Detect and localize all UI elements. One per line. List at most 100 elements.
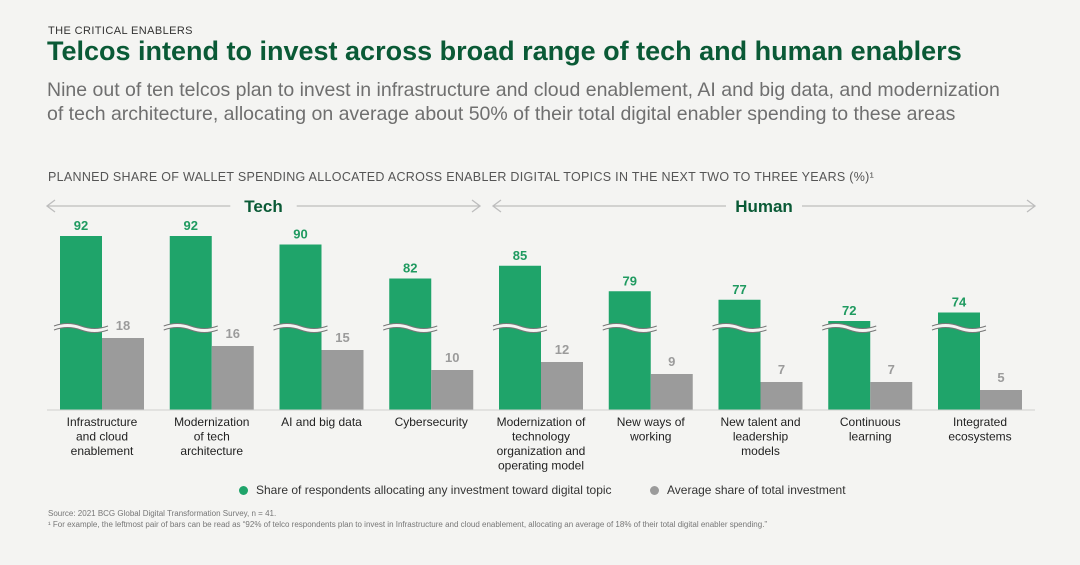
bar-share	[499, 265, 541, 410]
category-label: Cybersecurity	[395, 415, 468, 429]
legend-swatch-gray	[650, 485, 659, 495]
category-label: of tech	[194, 430, 230, 444]
axis-break-line	[273, 323, 328, 329]
category-label: Infrastructure	[67, 415, 138, 429]
bar-share	[608, 291, 651, 410]
data-label-average: 16	[226, 326, 240, 341]
axis-break-line	[383, 327, 438, 333]
group-human-label: Human	[735, 197, 793, 216]
bar-share	[169, 236, 212, 410]
page-subtitle: Nine out of ten telcos plan to invest in…	[47, 79, 1000, 125]
data-label-average: 12	[555, 342, 569, 357]
category-label: Modernization	[174, 415, 249, 429]
axis-break-line	[492, 323, 548, 329]
bar-average	[321, 350, 364, 410]
page-title: Telcos intend to invest across broad ran…	[47, 36, 962, 66]
chart-title: PLANNED SHARE OF WALLET SPENDING ALLOCAT…	[48, 170, 875, 184]
bar-share	[828, 321, 871, 410]
eyebrow: THE CRITICAL ENABLERS	[48, 25, 193, 37]
data-label-share: 79	[623, 273, 637, 288]
data-label-share: 72	[842, 303, 856, 318]
data-label-average: 10	[445, 350, 459, 365]
axis-break-fill	[822, 323, 877, 333]
axis-break-fill	[602, 323, 657, 333]
group-tech-label: Tech	[244, 197, 282, 216]
category-label: models	[741, 444, 780, 458]
axis-break-line	[53, 323, 109, 329]
axis-break-fill	[273, 323, 328, 333]
group-tech-arrow-left	[45, 199, 56, 213]
data-label-share: 85	[513, 248, 527, 263]
bar-average	[102, 338, 144, 410]
category-label: and cloud	[76, 430, 128, 444]
legend-swatch-green	[239, 485, 248, 495]
group-tech-arrow-right	[471, 199, 482, 213]
legend-item-average: Average share of total investment	[650, 483, 846, 497]
axis-break-line	[492, 327, 548, 333]
bar-share	[389, 278, 432, 410]
bar-average	[211, 346, 254, 410]
category-label: New ways of	[617, 415, 686, 429]
bar-average	[870, 382, 913, 410]
category-label: operating model	[498, 459, 584, 473]
category-label: AI and big data	[281, 415, 362, 429]
axis-break-line	[273, 327, 328, 333]
axis-break-line	[822, 323, 877, 329]
axis-break-line	[931, 327, 987, 333]
data-label-share: 82	[403, 261, 417, 276]
axis-break-line	[163, 327, 218, 333]
category-label: working	[629, 430, 671, 444]
data-label-share: 74	[952, 295, 967, 310]
legend-label-share: Share of respondents allocating any inve…	[256, 483, 612, 497]
bar-average	[431, 370, 474, 410]
data-label-share: 77	[732, 282, 746, 297]
axis-break-line	[931, 323, 987, 329]
source-note: Source: 2021 BCG Global Digital Transfor…	[48, 509, 277, 518]
axis-break-line	[163, 323, 218, 329]
category-label: Integrated	[953, 415, 1007, 429]
data-label-average: 18	[116, 318, 130, 333]
axis-break-fill	[383, 323, 438, 333]
group-human-arrow-left	[491, 199, 502, 213]
category-label: Continuous	[840, 415, 901, 429]
axis-break-line	[712, 323, 767, 329]
data-label-share: 92	[74, 218, 88, 233]
category-label: organization and	[497, 444, 586, 458]
axis-break-fill	[712, 323, 767, 333]
legend-label-average: Average share of total investment	[667, 483, 846, 497]
bar-share	[718, 299, 761, 410]
bar-average	[650, 374, 693, 410]
category-label: ecosystems	[948, 430, 1011, 444]
data-label-average: 15	[335, 330, 349, 345]
bar-average	[760, 382, 803, 410]
axis-break-line	[602, 323, 657, 329]
axis-break-fill	[932, 323, 986, 333]
axis-break-line	[822, 327, 877, 333]
axis-break-line	[383, 323, 438, 329]
axis-break-fill	[54, 323, 108, 333]
data-label-average: 7	[888, 362, 895, 377]
footnote: ¹ For example, the leftmost pair of bars…	[48, 520, 768, 529]
axis-break-line	[53, 327, 109, 333]
data-label-average: 9	[668, 354, 675, 369]
data-label-average: 7	[778, 362, 785, 377]
data-label-share: 92	[184, 218, 198, 233]
axis-break-line	[602, 327, 657, 333]
category-label: learning	[849, 430, 892, 444]
category-label: New talent and	[720, 415, 800, 429]
data-label-share: 90	[293, 227, 307, 242]
axis-break-fill	[163, 323, 218, 333]
category-label: Modernization of	[497, 415, 586, 429]
group-human-arrow-right	[1026, 199, 1037, 213]
bar-share	[60, 236, 102, 410]
axis-break-fill	[493, 323, 547, 333]
bar-average	[541, 362, 583, 410]
legend-item-share: Share of respondents allocating any inve…	[239, 483, 612, 497]
category-label: leadership	[733, 430, 789, 444]
axis-break-line	[712, 327, 767, 333]
category-label: enablement	[71, 444, 134, 458]
category-label: architecture	[180, 444, 243, 458]
bar-average	[980, 390, 1022, 410]
data-label-average: 5	[997, 370, 1004, 385]
